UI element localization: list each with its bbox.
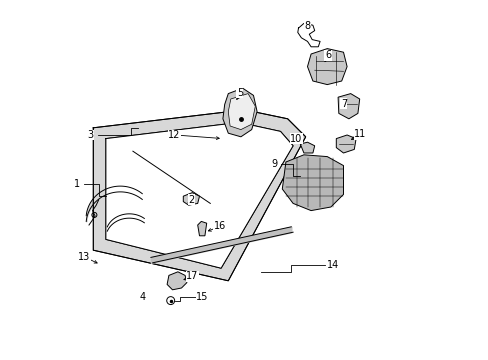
Text: 7: 7	[340, 99, 346, 109]
Text: 2: 2	[188, 195, 194, 205]
Text: 9: 9	[270, 159, 277, 169]
Text: 17: 17	[186, 271, 198, 282]
PathPatch shape	[106, 122, 292, 268]
Text: 12: 12	[168, 130, 180, 140]
Text: 6: 6	[325, 50, 330, 60]
PathPatch shape	[337, 94, 359, 119]
PathPatch shape	[183, 193, 199, 205]
Text: 10: 10	[289, 134, 302, 144]
PathPatch shape	[307, 49, 346, 85]
Text: 1: 1	[74, 179, 80, 189]
Text: 3: 3	[87, 130, 93, 140]
Text: 14: 14	[326, 260, 338, 270]
PathPatch shape	[336, 135, 355, 153]
Text: 5: 5	[236, 88, 243, 98]
PathPatch shape	[93, 110, 305, 281]
Text: 16: 16	[213, 221, 225, 231]
PathPatch shape	[167, 272, 186, 290]
PathPatch shape	[300, 142, 314, 153]
Text: 4: 4	[140, 292, 146, 302]
Text: 15: 15	[196, 292, 208, 302]
PathPatch shape	[223, 88, 257, 137]
Text: 11: 11	[354, 129, 366, 139]
Text: 13: 13	[78, 252, 90, 262]
PathPatch shape	[282, 155, 343, 211]
PathPatch shape	[228, 94, 255, 130]
PathPatch shape	[197, 221, 206, 236]
Text: 8: 8	[304, 21, 310, 31]
